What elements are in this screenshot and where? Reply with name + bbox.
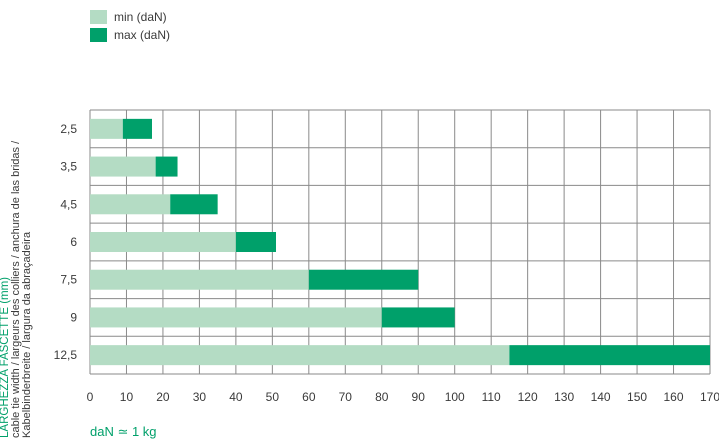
bar-min [90, 232, 236, 252]
bar-max [235, 232, 276, 252]
x-tick-label: 50 [266, 390, 280, 404]
x-tick-label: 20 [156, 390, 170, 404]
x-tick-label: 130 [554, 390, 574, 404]
bar-min [90, 345, 510, 366]
y-tick-label: 9 [70, 310, 77, 324]
bar-max [155, 156, 178, 177]
x-tick-label: 40 [229, 390, 243, 404]
legend-item-max: max (daN) [90, 26, 170, 44]
legend-swatch-min [90, 10, 107, 24]
y-tick-label: 3,5 [60, 160, 77, 174]
x-tick-label: 60 [302, 390, 316, 404]
x-tick-label: 30 [193, 390, 207, 404]
x-tick-label: 140 [591, 390, 611, 404]
x-tick-label: 70 [339, 390, 353, 404]
bar-min [90, 269, 309, 290]
x-tick-label: 160 [664, 390, 684, 404]
y-tick-label: 4,5 [60, 197, 77, 211]
bar-min [90, 194, 171, 215]
bar-min [90, 118, 123, 139]
legend-swatch-max [90, 28, 107, 42]
x-tick-label: 120 [518, 390, 538, 404]
x-tick-label: 170 [700, 390, 719, 404]
legend-label-max: max (daN) [114, 28, 171, 42]
bar-min [90, 307, 382, 328]
bar-max [122, 118, 152, 139]
y-tick-label: 2,5 [60, 122, 77, 136]
x-axis-unit-label: daN ≃ 1 kg [90, 424, 157, 439]
y-tick-label: 7,5 [60, 273, 77, 287]
x-tick-label: 80 [375, 390, 389, 404]
bar-max [170, 194, 218, 215]
legend-item-min: min (daN) [90, 8, 170, 26]
x-tick-label: 110 [482, 390, 501, 404]
bar-min [90, 156, 156, 177]
legend-label-min: min (daN) [114, 10, 167, 24]
bar-max [381, 307, 455, 328]
y-tick-label: 6 [70, 235, 77, 249]
legend: min (daN) max (daN) [90, 8, 170, 44]
x-tick-label: 10 [120, 390, 134, 404]
x-tick-label: 150 [627, 390, 647, 404]
bar-max [308, 269, 419, 290]
x-tick-label: 0 [87, 390, 94, 404]
y-tick-label: 12,5 [54, 348, 78, 362]
x-tick-label: 90 [412, 390, 426, 404]
x-tick-label: 100 [445, 390, 465, 404]
bar-max [509, 345, 710, 366]
